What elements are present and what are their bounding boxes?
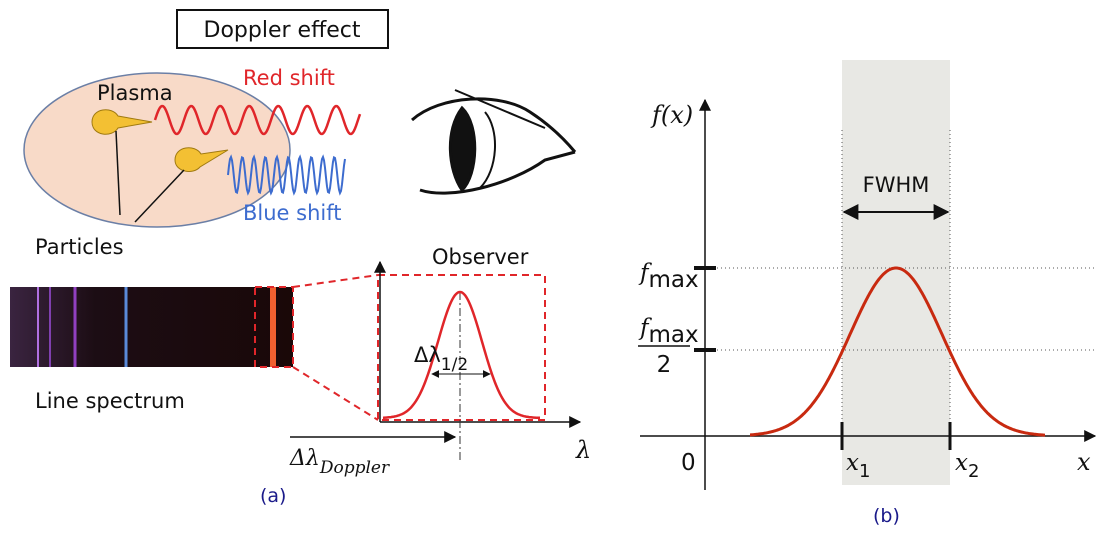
panel-a: Doppler effect Plasma Red shift Blue shi… <box>10 10 591 507</box>
diagram: Doppler effect Plasma Red shift Blue shi… <box>0 0 1103 535</box>
x2-label: x2 <box>955 450 979 482</box>
x-axis-label: x <box>1077 448 1091 476</box>
panel-b: FWHM f(x) fmax fmax 2 0 x1 x2 x (b) <box>638 60 1095 527</box>
symbol: Δλ <box>414 343 441 367</box>
spectrum-label: Line spectrum <box>35 389 185 413</box>
subscript: max <box>649 322 699 348</box>
subscript: 2 <box>968 461 979 482</box>
symbol: x <box>955 450 968 476</box>
symbol: x <box>846 450 859 476</box>
origin-label: 0 <box>681 450 696 476</box>
eye <box>412 90 575 193</box>
subscript: 1/2 <box>441 355 468 375</box>
red-shift-label: Red shift <box>243 66 335 90</box>
y-axis-label: f(x) <box>650 101 693 129</box>
fwhm-label: FWHM <box>863 173 930 197</box>
title: Doppler effect <box>204 18 361 43</box>
caption: (b) <box>873 505 900 527</box>
fmax-half-label: fmax <box>638 315 699 348</box>
fwhm-band <box>842 60 950 485</box>
blue-shift-label: Blue shift <box>243 201 342 225</box>
subscript: max <box>649 267 699 293</box>
doppler-label: ΔλDoppler <box>289 446 390 478</box>
subscript: 1 <box>859 461 870 482</box>
fmax-label: fmax <box>638 260 699 293</box>
subscript: Doppler <box>319 458 390 478</box>
particles-label: Particles <box>35 235 124 259</box>
spectrum <box>10 287 293 367</box>
observer-label: Observer <box>432 245 529 269</box>
plasma-label: Plasma <box>97 81 173 105</box>
symbol: Δλ <box>289 446 320 471</box>
caption: (a) <box>260 485 286 507</box>
fmax-half-denominator: 2 <box>657 352 672 378</box>
axis-label: λ <box>575 436 591 464</box>
